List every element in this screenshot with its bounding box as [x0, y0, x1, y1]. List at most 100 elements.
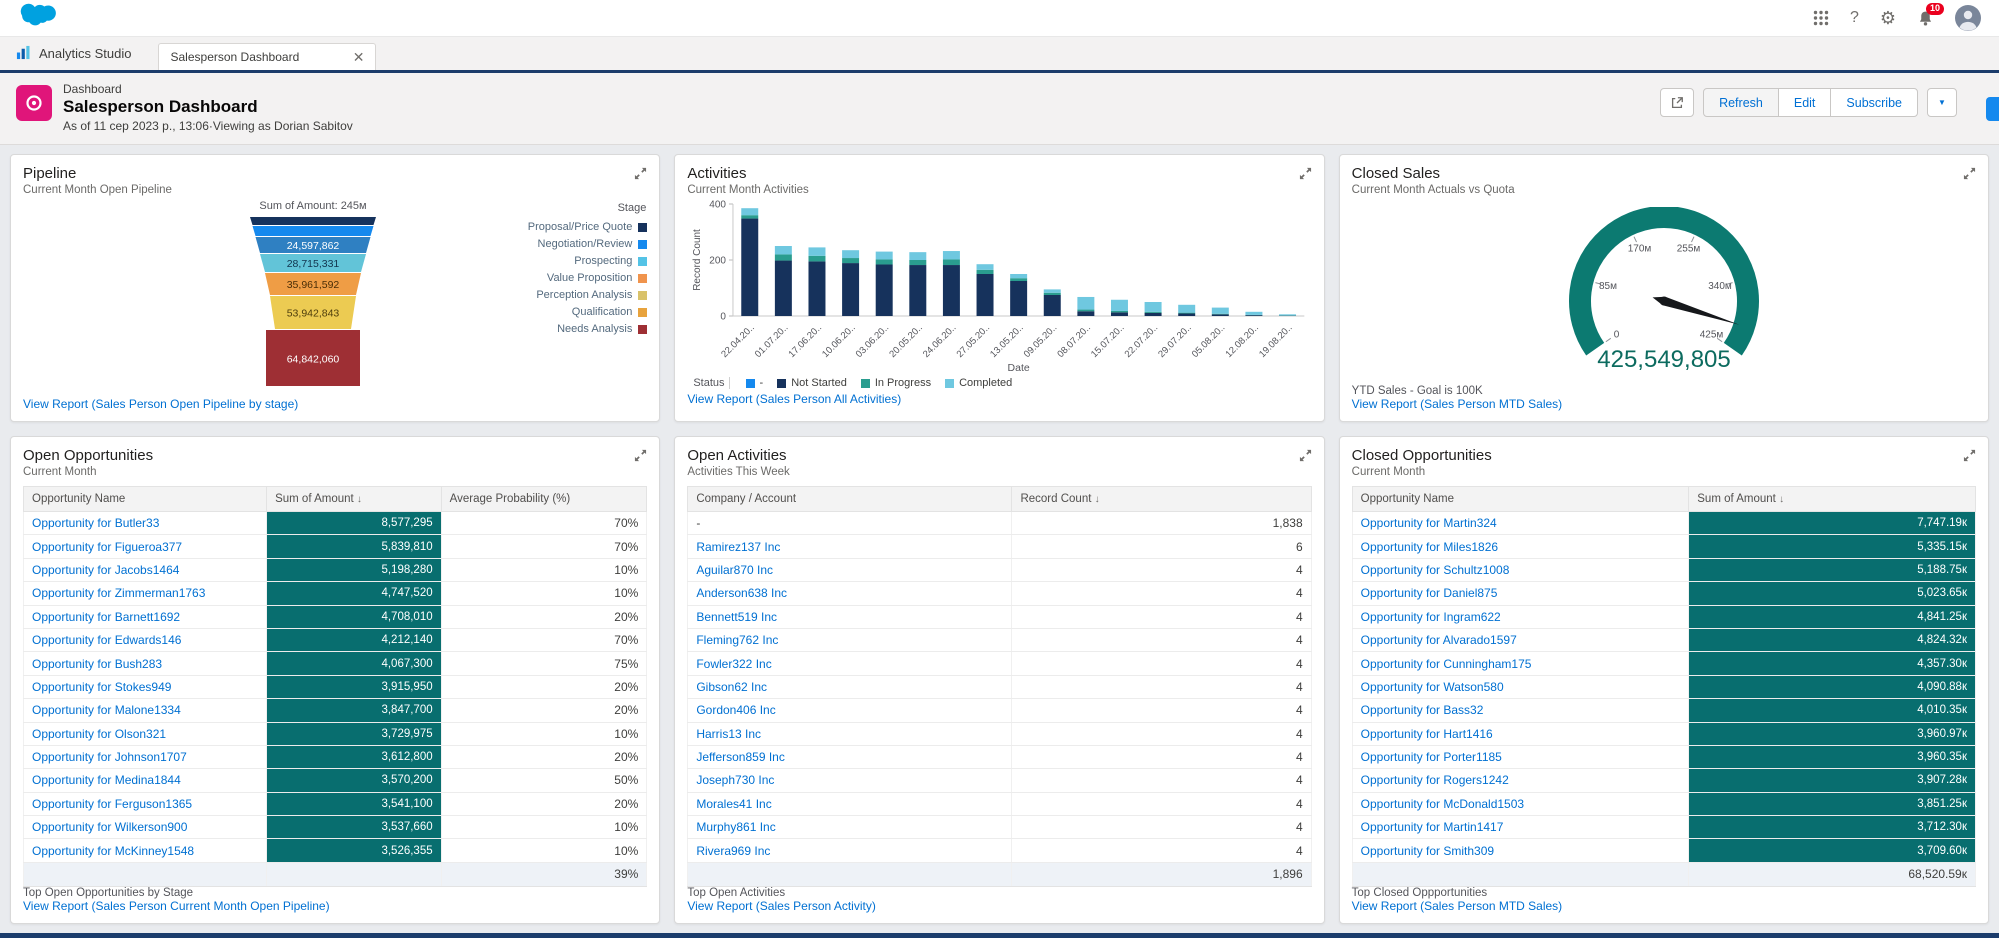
amount-bar-cell[interactable]: 3,526,355	[267, 839, 442, 862]
amount-bar-cell[interactable]: 3,915,950	[267, 675, 442, 698]
bar-segment[interactable]	[876, 252, 893, 260]
expand-icon[interactable]	[1963, 449, 1976, 467]
record-link[interactable]: Opportunity for Bush283	[24, 652, 267, 675]
record-link[interactable]: Ramirez137 Inc	[688, 535, 1012, 558]
record-link[interactable]: Opportunity for McDonald1503	[1352, 792, 1689, 815]
bar-segment[interactable]	[1111, 312, 1128, 316]
bar-segment[interactable]	[1010, 281, 1027, 316]
record-link[interactable]: Opportunity for Jacobs1464	[24, 558, 267, 581]
record-link[interactable]: Opportunity for Rogers1242	[1352, 769, 1689, 792]
app-launcher-icon[interactable]	[1813, 10, 1829, 26]
amount-bar-cell[interactable]: 8,577,295	[267, 512, 442, 535]
bar-segment[interactable]	[1111, 311, 1128, 312]
column-header[interactable]: Opportunity Name	[1352, 487, 1689, 512]
amount-bar-cell[interactable]: 4,747,520	[267, 582, 442, 605]
bar-segment[interactable]	[742, 215, 759, 218]
record-link[interactable]: Opportunity for Martin1417	[1352, 816, 1689, 839]
bar-segment[interactable]	[1111, 300, 1128, 311]
amount-bar-cell[interactable]: 3,729,975	[267, 722, 442, 745]
amount-bar-cell[interactable]: 3,541,100	[267, 792, 442, 815]
legend-item[interactable]: Proposal/Price Quote	[487, 219, 647, 236]
amount-bar-cell[interactable]: 5,198,280	[267, 558, 442, 581]
bar-segment[interactable]	[1145, 302, 1162, 312]
view-report-link[interactable]: View Report (Sales Person All Activities…	[687, 392, 1311, 406]
bar-segment[interactable]	[977, 274, 994, 316]
bar-segment[interactable]	[1179, 305, 1196, 313]
record-link[interactable]: Opportunity for Olson321	[24, 722, 267, 745]
record-link[interactable]: Fowler322 Inc	[688, 652, 1012, 675]
record-link[interactable]: Aguilar870 Inc	[688, 558, 1012, 581]
amount-bar-cell[interactable]: 3,570,200	[267, 769, 442, 792]
view-report-link[interactable]: View Report (Sales Person MTD Sales)	[1352, 397, 1976, 411]
record-link[interactable]: Rivera969 Inc	[688, 839, 1012, 862]
amount-bar-cell[interactable]: 3,960.35к	[1689, 745, 1976, 768]
bar-segment[interactable]	[809, 256, 826, 262]
edit-button[interactable]: Edit	[1778, 88, 1832, 117]
refresh-button[interactable]: Refresh	[1703, 88, 1779, 117]
record-link[interactable]: Murphy861 Inc	[688, 816, 1012, 839]
record-link[interactable]: Opportunity for Stokes949	[24, 675, 267, 698]
legend-item[interactable]: Perception Analysis	[487, 287, 647, 304]
record-link[interactable]: Opportunity for Wilkerson900	[24, 816, 267, 839]
record-link[interactable]: Opportunity for Schultz1008	[1352, 558, 1689, 581]
bar-segment[interactable]	[775, 261, 792, 316]
side-panel-edge-tab[interactable]	[1986, 97, 1999, 121]
bar-segment[interactable]	[1078, 311, 1095, 316]
legend-item[interactable]: Qualification	[487, 304, 647, 321]
record-link[interactable]: Jefferson859 Inc	[688, 745, 1012, 768]
bar-segment[interactable]	[876, 259, 893, 264]
legend-item[interactable]: -	[746, 377, 764, 389]
amount-bar-cell[interactable]: 3,907.28к	[1689, 769, 1976, 792]
bar-segment[interactable]	[977, 270, 994, 274]
view-report-link[interactable]: View Report (Sales Person Activity)	[687, 899, 1311, 913]
bar-segment[interactable]	[1179, 313, 1196, 314]
column-header[interactable]: Average Probability (%)	[441, 487, 647, 512]
avatar[interactable]	[1955, 5, 1981, 31]
bar-segment[interactable]	[943, 259, 960, 265]
amount-bar-cell[interactable]: 4,841.25к	[1689, 605, 1976, 628]
record-link[interactable]: Opportunity for Smith309	[1352, 839, 1689, 862]
bar-segment[interactable]	[910, 252, 927, 260]
bar-segment[interactable]	[977, 264, 994, 270]
bar-segment[interactable]	[1246, 312, 1263, 315]
amount-bar-cell[interactable]: 3,709.60к	[1689, 839, 1976, 862]
record-link[interactable]: Morales41 Inc	[688, 792, 1012, 815]
legend-item[interactable]: Completed	[945, 377, 1012, 389]
amount-bar-cell[interactable]: 4,824.32к	[1689, 628, 1976, 651]
bar-segment[interactable]	[1179, 313, 1196, 316]
legend-item[interactable]: Value Proposition	[487, 270, 647, 287]
amount-bar-cell[interactable]: 7,747.19к	[1689, 512, 1976, 535]
bar-segment[interactable]	[1246, 315, 1263, 316]
more-actions-dropdown[interactable]: ▼	[1927, 88, 1957, 117]
record-link[interactable]: Opportunity for Alvarado1597	[1352, 628, 1689, 651]
amount-bar-cell[interactable]: 5,335.15к	[1689, 535, 1976, 558]
record-link[interactable]: Opportunity for Hart1416	[1352, 722, 1689, 745]
bar-segment[interactable]	[1010, 278, 1027, 281]
record-link[interactable]: Opportunity for Ingram622	[1352, 605, 1689, 628]
record-link[interactable]: Opportunity for Watson580	[1352, 675, 1689, 698]
bar-segment[interactable]	[1044, 293, 1061, 295]
subscribe-button[interactable]: Subscribe	[1830, 88, 1918, 117]
amount-bar-cell[interactable]: 4,357.30к	[1689, 652, 1976, 675]
amount-bar-cell[interactable]: 4,067,300	[267, 652, 442, 675]
record-link[interactable]: Bennett519 Inc	[688, 605, 1012, 628]
bar-segment[interactable]	[1212, 314, 1229, 315]
help-icon[interactable]: ?	[1850, 9, 1859, 27]
expand-icon[interactable]	[634, 449, 647, 467]
amount-bar-cell[interactable]: 4,212,140	[267, 628, 442, 651]
bar-segment[interactable]	[1279, 314, 1296, 315]
record-link[interactable]: Opportunity for Porter1185	[1352, 745, 1689, 768]
column-header[interactable]: Sum of Amount ↓	[1689, 487, 1976, 512]
record-link[interactable]: Joseph730 Inc	[688, 769, 1012, 792]
record-link[interactable]: Opportunity for Bass32	[1352, 699, 1689, 722]
amount-bar-cell[interactable]: 4,010.35к	[1689, 699, 1976, 722]
record-link[interactable]: Anderson638 Inc	[688, 582, 1012, 605]
expand-icon[interactable]	[1299, 449, 1312, 467]
amount-bar-cell[interactable]: 3,537,660	[267, 816, 442, 839]
bar-segment[interactable]	[1145, 313, 1162, 316]
close-tab-icon[interactable]: ✕	[353, 49, 365, 66]
funnel-segment[interactable]	[253, 226, 374, 236]
bar-segment[interactable]	[742, 219, 759, 316]
record-link[interactable]: Opportunity for Figueroa377	[24, 535, 267, 558]
record-link[interactable]: Opportunity for Medina1844	[24, 769, 267, 792]
